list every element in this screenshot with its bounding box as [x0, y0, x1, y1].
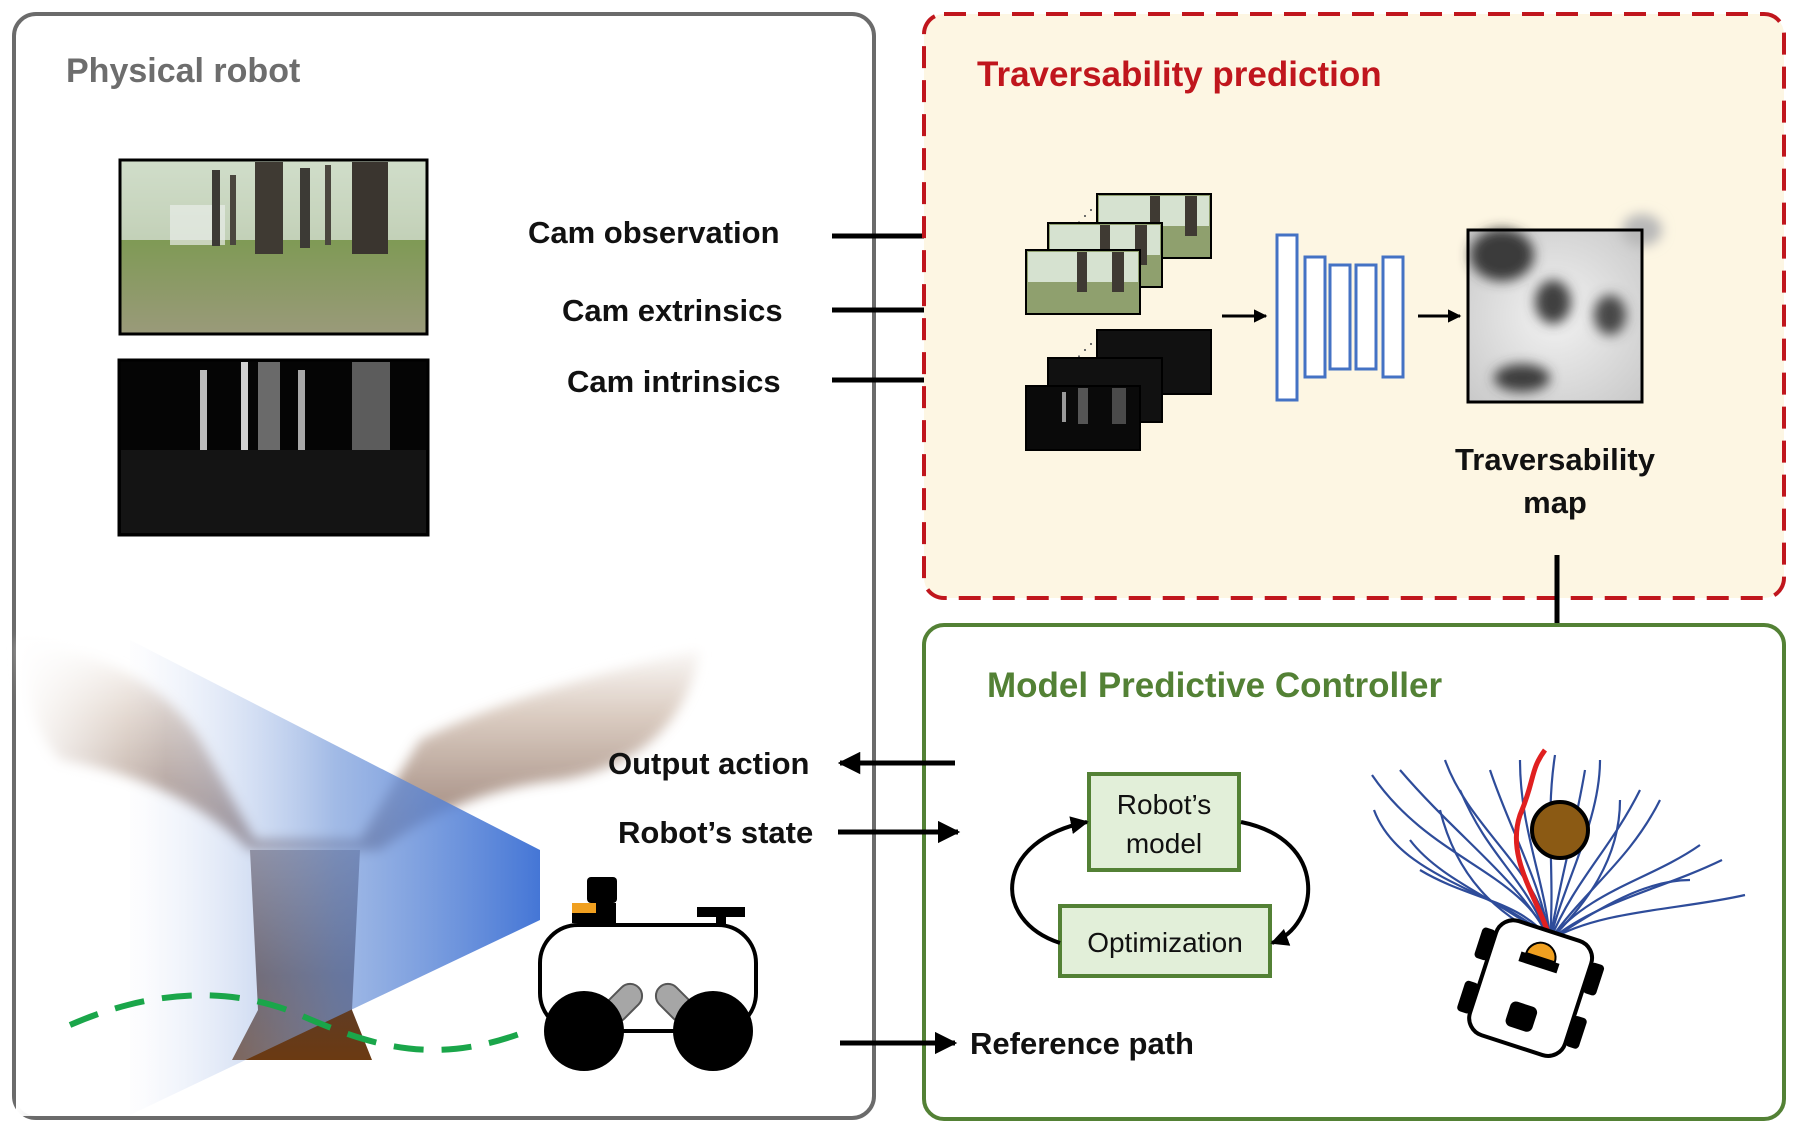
- reference-path-label: Reference path: [970, 1026, 1194, 1061]
- robot-drawing: [538, 877, 758, 1071]
- robot-model-box: [1087, 772, 1241, 872]
- obstacle-circle: [1530, 800, 1590, 860]
- cam-intrinsics-label: Cam intrinsics: [567, 364, 781, 399]
- depth-camera-image: [117, 358, 430, 537]
- left-fade-overlay: [16, 640, 166, 1116]
- output-action-label: Output action: [608, 746, 809, 781]
- optimization-label: Optimization: [1087, 927, 1243, 958]
- depth-frame-stack: ⋰: [1025, 329, 1212, 451]
- loop-arrow-left: [1010, 816, 1089, 945]
- robot-model-line1: Robot’s: [1117, 789, 1211, 820]
- cam-observation-label: Cam observation: [528, 215, 780, 250]
- traversability-map-image: [1466, 214, 1662, 404]
- svg-text:⋰: ⋰: [1076, 206, 1094, 226]
- svg-text:⋰: ⋰: [1076, 340, 1094, 360]
- traversability-map-label-line2: map: [1523, 485, 1587, 520]
- loop-arrow-right: [1240, 820, 1311, 946]
- mpc-title: Model Predictive Controller: [987, 666, 1442, 705]
- trajectory-rollouts: [1371, 754, 1746, 941]
- traversability-title: Traversability prediction: [977, 55, 1382, 94]
- rgb-frame-stack: ⋰: [1025, 193, 1212, 315]
- traversability-map-label-line1: Traversability: [1455, 442, 1656, 477]
- physical-robot-title: Physical robot: [66, 52, 300, 90]
- reference-path-curve: [68, 992, 532, 1053]
- traversability-panel: [922, 12, 1786, 600]
- optimal-trajectory: [1513, 748, 1555, 946]
- top-down-robot: [1457, 918, 1605, 1058]
- robot-model-line2: model: [1126, 828, 1202, 859]
- neural-network-icon: [1275, 233, 1405, 402]
- rgb-camera-image: [118, 158, 429, 336]
- cam-extrinsics-label: Cam extrinsics: [562, 293, 783, 328]
- robot-state-label: Robot’s state: [618, 815, 813, 850]
